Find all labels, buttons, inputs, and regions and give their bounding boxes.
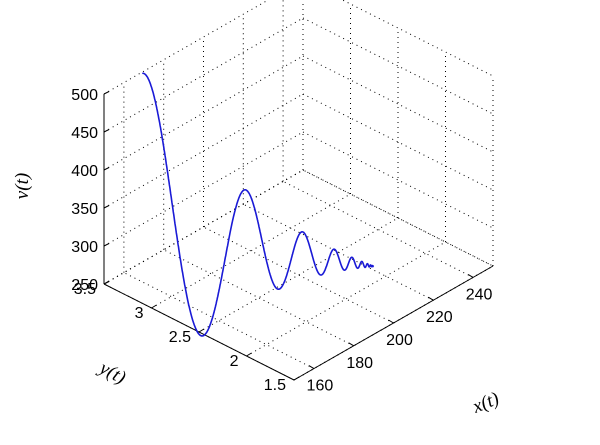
z-tick <box>103 91 110 95</box>
x-tick <box>428 296 434 301</box>
trajectory-line <box>142 72 375 337</box>
z-tick <box>103 167 110 171</box>
z-tick-label: 500 <box>71 87 98 104</box>
axes <box>103 91 494 381</box>
z-tick-label: 450 <box>71 125 98 142</box>
trajectory-series <box>142 72 375 337</box>
grid-line <box>302 169 494 267</box>
y-tick-label: 2.5 <box>169 329 191 346</box>
x-tick <box>308 365 315 370</box>
grid-line <box>103 55 304 171</box>
y-tick <box>246 352 252 357</box>
y-tick <box>151 304 157 309</box>
x-axis-label: x(t) <box>469 388 502 418</box>
y-axis-label: y(t) <box>94 357 129 389</box>
grid-line <box>123 272 315 370</box>
z-tick-label: 250 <box>71 277 98 294</box>
y-tick-label: 1.5 <box>264 377 286 394</box>
y-tick-label: 2 <box>230 353 239 370</box>
grid-line <box>151 193 351 309</box>
grid-lines <box>103 0 494 381</box>
z-axis-label: v(t) <box>12 173 33 199</box>
grid-line <box>103 131 304 247</box>
z-tick-label: 300 <box>71 239 98 256</box>
grid-line <box>163 249 354 347</box>
y-tick <box>293 376 300 381</box>
y-tick-label: 3.5 <box>74 281 96 298</box>
z-tick-label: 350 <box>71 201 98 218</box>
grid-line <box>302 93 494 191</box>
y-tick <box>198 328 205 333</box>
grid-line <box>203 226 394 324</box>
grid-line <box>302 131 494 229</box>
z-tick <box>103 129 110 133</box>
x-tick <box>467 273 474 278</box>
grid-line <box>103 17 304 133</box>
grid-line <box>302 55 494 153</box>
x-tick-label: 220 <box>426 309 453 326</box>
x-tick-label: 200 <box>386 332 413 349</box>
y-tick-label: 3 <box>135 305 144 322</box>
z-tick-label: 400 <box>71 163 98 180</box>
grid-line <box>243 203 434 301</box>
x-tick-label: 160 <box>307 378 334 395</box>
x-tick <box>388 319 394 324</box>
grid-line <box>282 180 474 278</box>
x-tick <box>348 342 354 347</box>
z-tick <box>103 205 110 209</box>
grid-line <box>302 169 494 267</box>
z-tick <box>103 243 110 247</box>
grid-line <box>302 17 494 115</box>
grid-line <box>246 241 446 357</box>
x-tick-label: 180 <box>346 355 373 372</box>
y-tick <box>103 280 110 285</box>
x-tick-label: 240 <box>466 286 493 303</box>
tick-labels: 250 300 350 400 450 500 1.5 2 2.5 3 3.5 160 180 200 22… <box>71 87 492 395</box>
